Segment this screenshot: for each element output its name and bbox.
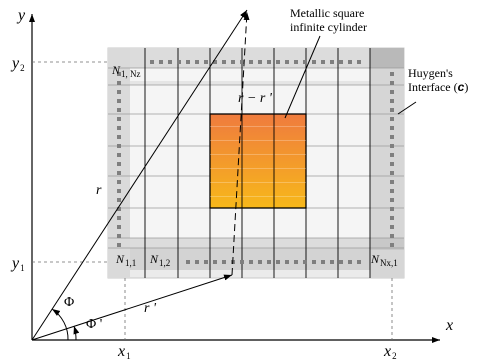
metallic-annotation-line1: Metallic square: [290, 6, 365, 20]
vector-r-prime-label: r ': [144, 301, 156, 316]
vector-r: [31, 9, 248, 341]
vector-r-prime: [31, 274, 233, 341]
huygens-annotation-line2: Interface (c): [408, 80, 469, 94]
y2-label: y2: [12, 55, 25, 73]
node-n-1-1: N1,1: [116, 252, 137, 268]
reference-dashed-lines: [32, 61, 393, 340]
x2-label: x2: [384, 343, 397, 360]
vector-r-label: r: [96, 183, 102, 198]
huygens-pointer: [397, 101, 417, 115]
node-n-1-nz: N1, Nz: [112, 63, 141, 79]
top-band: [108, 48, 404, 68]
huygens-annotation: Huygen's Interface (c): [408, 66, 468, 94]
x-axis-label: x: [446, 317, 454, 334]
angle-phi-prime-arc: [73, 325, 80, 341]
phi-label: Φ: [64, 295, 75, 310]
metallic-annotation-line2: infinite cylinder: [290, 20, 367, 34]
node-n-1-2: N1,2: [150, 252, 171, 268]
y-axis-label: y: [18, 7, 26, 24]
x1-label: x1: [118, 343, 131, 360]
vector-r-minus-r-prime-label: r − r ': [238, 91, 272, 106]
angle-phi-arc: [51, 308, 69, 341]
huygens-interface-dotted: [117, 60, 394, 264]
huygens-annotation-line1: Huygen's: [408, 66, 453, 80]
node-n-nx-1: NNx,1: [371, 252, 398, 268]
y1-label: y1: [12, 255, 25, 273]
metallic-cylinder-annotation: Metallic square infinite cylinder: [290, 6, 367, 34]
metallic-pointer: [284, 35, 321, 119]
phi-prime-label: Φ ': [86, 317, 103, 332]
